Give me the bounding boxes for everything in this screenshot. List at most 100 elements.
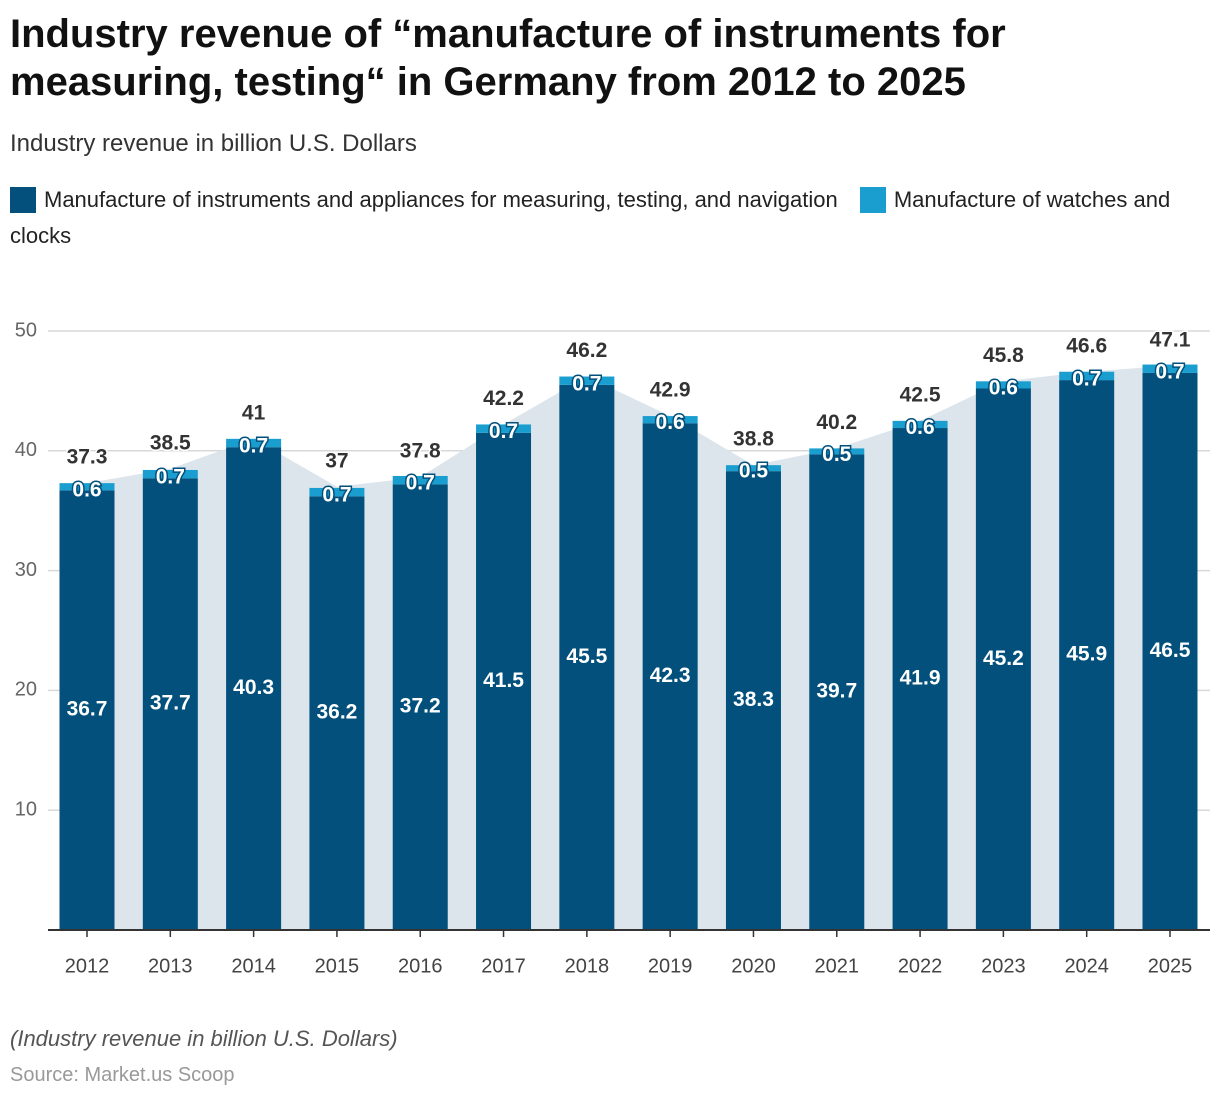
bar (559, 376, 615, 385)
legend: Manufacture of instruments and appliance… (10, 182, 1200, 254)
bar (476, 424, 532, 433)
y-tick-label: 50 (15, 319, 37, 341)
bar (1142, 364, 1198, 373)
y-tick-label: 30 (15, 559, 37, 581)
total-label: 37 (325, 449, 348, 472)
total-label: 37.3 (67, 446, 108, 469)
value-label: 0.7 (572, 372, 601, 395)
total-label: 45.8 (983, 344, 1024, 367)
y-tick-label: 20 (15, 679, 37, 701)
value-label: 0.7 (1072, 367, 1101, 390)
bar (1059, 380, 1115, 930)
bar (1142, 372, 1198, 930)
value-label: 37.2 (400, 695, 441, 718)
total-label: 40.2 (816, 411, 857, 434)
bar (1059, 371, 1115, 381)
bar (309, 487, 365, 497)
total-label: 42.2 (483, 387, 524, 410)
bar (559, 384, 615, 930)
x-tick-label: 2025 (1148, 955, 1193, 977)
value-label: 0.7 (156, 466, 185, 489)
x-tick-label: 2021 (815, 955, 860, 977)
x-tick-label: 2017 (481, 955, 526, 977)
bar (476, 432, 532, 930)
bar (892, 428, 948, 930)
bar (975, 381, 1031, 389)
bar (309, 496, 365, 930)
value-label: 36.7 (67, 698, 108, 721)
bar (725, 471, 781, 930)
y-tick-label: 40 (15, 439, 37, 461)
bar (392, 475, 448, 485)
bar (226, 447, 282, 930)
x-tick-label: 2024 (1064, 955, 1109, 977)
value-label: 40.3 (233, 676, 274, 699)
legend-swatch (10, 187, 36, 213)
bar (59, 490, 115, 930)
legend-item: Manufacture of watches and clocks (10, 187, 1170, 248)
x-tick-label: 2019 (648, 955, 693, 977)
value-label: 46.5 (1150, 639, 1191, 662)
x-tick-label: 2015 (315, 955, 360, 977)
value-label: 41.5 (483, 669, 524, 692)
value-label: 38.3 (733, 688, 774, 711)
value-label: 0.7 (1155, 360, 1184, 383)
value-label: 45.9 (1066, 643, 1107, 666)
note: (Industry revenue in billion U.S. Dollar… (10, 1026, 398, 1051)
total-label: 46.2 (566, 339, 607, 362)
source: Source: Market.us Scoop (10, 1064, 235, 1086)
value-label: 36.2 (316, 701, 357, 724)
total-label: 47.1 (1150, 328, 1191, 351)
x-tick-label: 2018 (565, 955, 610, 977)
bar (642, 423, 698, 930)
bar (975, 388, 1031, 930)
bar (142, 478, 198, 930)
value-label: 0.6 (656, 411, 685, 434)
value-label: 41.9 (900, 667, 941, 690)
x-tick-label: 2022 (898, 955, 943, 977)
value-label: 0.5 (739, 460, 769, 483)
y-tick-label: 10 (15, 798, 37, 820)
bar (809, 448, 865, 455)
total-label: 41 (242, 401, 266, 424)
bar (892, 420, 948, 429)
total-label: 38.5 (150, 431, 191, 454)
legend-item: Manufacture of instruments and appliance… (10, 187, 838, 213)
chart-subtitle: Industry revenue in billion U.S. Dollars (10, 130, 417, 157)
value-label: 0.6 (989, 376, 1018, 399)
value-label: 42.3 (650, 664, 691, 687)
x-tick-label: 2016 (398, 955, 443, 977)
legend-label: Manufacture of instruments and appliance… (44, 187, 838, 212)
bar (142, 469, 198, 479)
x-tick-label: 2013 (148, 955, 193, 977)
total-label: 38.8 (733, 428, 774, 451)
x-tick-label: 2012 (65, 955, 110, 977)
bar (392, 484, 448, 930)
chart-title: Industry revenue of “manufacture of inst… (10, 12, 1006, 104)
value-label: 0.7 (406, 472, 435, 495)
value-label: 39.7 (816, 680, 857, 703)
value-label: 37.7 (150, 692, 191, 715)
value-label: 0.5 (822, 443, 852, 466)
x-tick-label: 2023 (981, 955, 1026, 977)
value-label: 0.7 (239, 435, 268, 458)
legend-swatch (859, 187, 886, 213)
value-label: 0.7 (489, 420, 518, 443)
value-label: 0.6 (905, 416, 934, 439)
x-tick-label: 2014 (231, 955, 276, 977)
bar (226, 438, 282, 448)
value-label: 45.2 (983, 647, 1024, 670)
bar (59, 483, 115, 491)
bar (642, 416, 698, 424)
value-label: 0.7 (322, 484, 351, 507)
total-label: 42.9 (650, 379, 691, 402)
legend-label: Manufacture of watches and clocks (10, 187, 1171, 248)
bar (809, 454, 865, 930)
x-tick-label: 2020 (731, 955, 776, 977)
value-label: 45.5 (566, 645, 607, 668)
value-label: 0.6 (72, 478, 101, 501)
total-label: 37.8 (400, 440, 441, 463)
total-label: 46.6 (1066, 334, 1107, 357)
